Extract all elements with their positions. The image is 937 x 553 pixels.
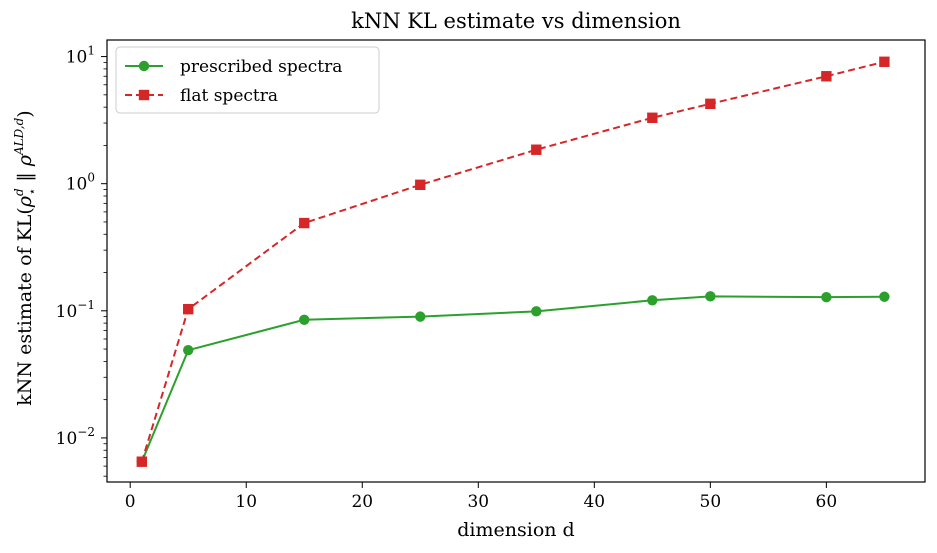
series-2-point (821, 71, 832, 82)
series-1-point (821, 291, 832, 303)
x-tick-label: 40 (583, 492, 605, 512)
y-label-sup-ald: ALD,d (12, 117, 26, 156)
series-line-2 (140, 60, 885, 462)
x-tick-label: 30 (467, 492, 489, 512)
legend-label-2: flat spectra (180, 86, 278, 106)
series-2-point (647, 112, 658, 123)
series-1-point (647, 295, 658, 306)
x-axis-ticks: 0 10 20 30 40 50 60 (125, 482, 837, 512)
x-tick-label: 20 (351, 492, 373, 512)
series-1-point (415, 311, 426, 322)
axes-frame (106, 39, 926, 483)
y-label-sub-star: ⋆ (25, 188, 39, 196)
series-2-point (879, 56, 890, 67)
series-1-point (705, 291, 716, 302)
series-2-point (183, 303, 194, 315)
series-2-point (136, 456, 148, 467)
series-1-point (183, 344, 194, 356)
y-tick-label: 10−2 (56, 425, 95, 449)
x-tick-label: 0 (125, 492, 136, 512)
x-tick-label: 60 (816, 492, 838, 512)
series-1-point (299, 314, 310, 325)
x-axis-label: dimension d (457, 519, 574, 541)
series-2-point (299, 217, 310, 229)
y-label-prefix: kNN estimate of KL( (14, 207, 36, 406)
x-tick-label: 50 (700, 492, 722, 512)
y-label-rho-2: ρ (14, 154, 36, 167)
y-tick-label: 100 (66, 171, 95, 195)
legend-box (115, 46, 380, 114)
series-1-point (879, 291, 890, 302)
legend-marker-1 (138, 60, 150, 72)
plot-area: 0 10 20 30 40 50 60 10−2 10−1 100 101 (56, 39, 926, 512)
y-axis-ticks: 10−2 10−1 100 101 (56, 44, 107, 477)
y-label-sup-d: d (12, 188, 26, 196)
y-tick-label: 101 (66, 44, 95, 68)
series-2-point (705, 98, 716, 110)
series-2-point (531, 144, 542, 155)
y-axis-label: kNN estimate of KL(ρd⋆ ‖ ρALD,d) (12, 110, 39, 405)
legend-marker-2 (138, 89, 150, 101)
x-tick-label: 10 (235, 492, 257, 512)
series-layer (136, 56, 890, 467)
y-label-sep: ‖ (14, 166, 36, 188)
chart-title: kNN KL estimate vs dimension (351, 9, 681, 33)
series-2-point (415, 179, 426, 190)
y-tick-label: 10−1 (56, 298, 95, 322)
legend-label-1: prescribed spectra (180, 57, 342, 77)
y-label-suffix: ) (14, 110, 36, 117)
legend: prescribed spectra flat spectra (115, 46, 380, 114)
series-1-point (531, 306, 542, 317)
y-label-rho-1: ρ (14, 195, 36, 208)
